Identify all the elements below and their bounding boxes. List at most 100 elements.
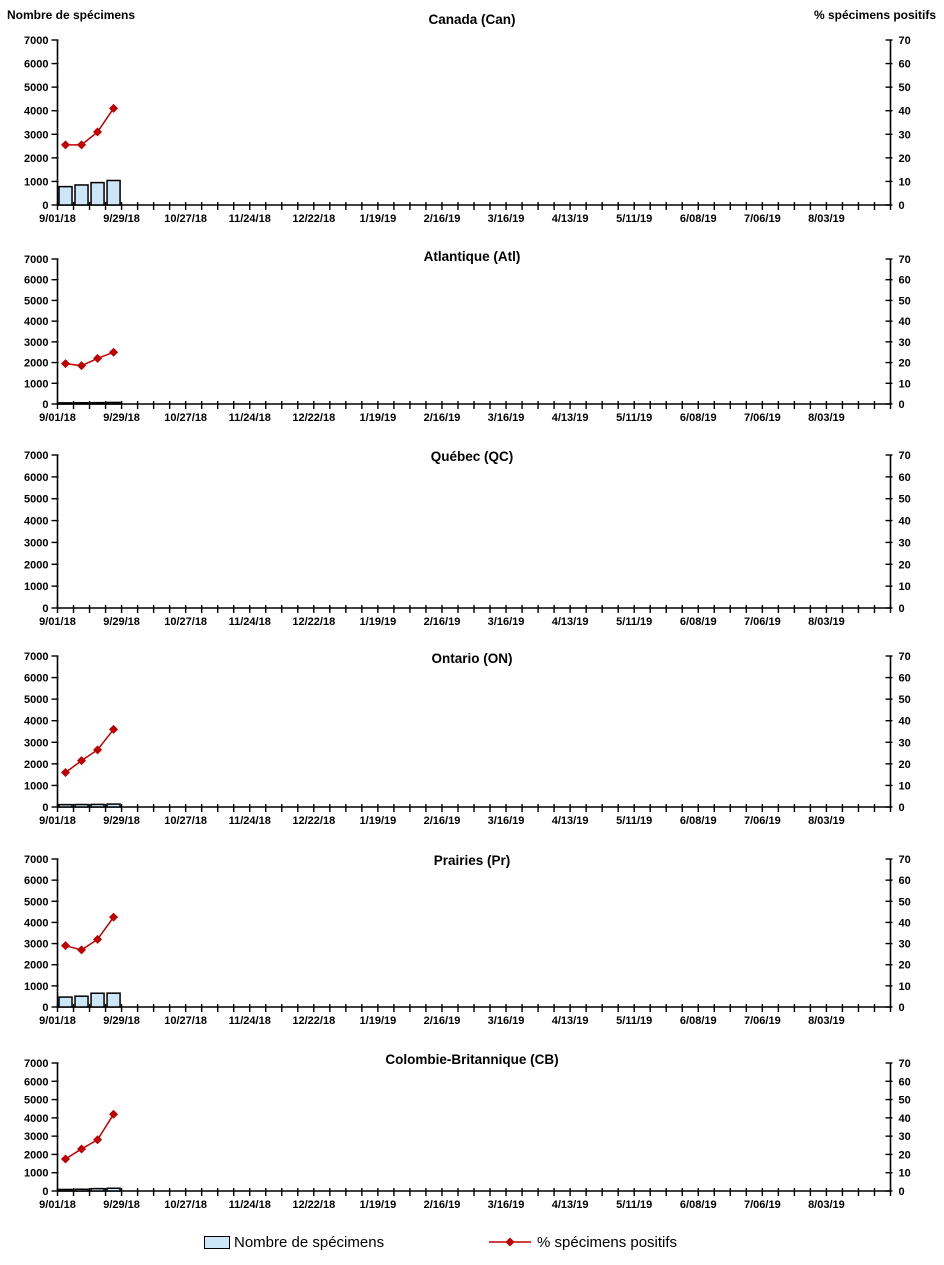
x-tick-label: 1/19/19 <box>360 1199 397 1211</box>
line-marker-icon <box>489 1237 531 1247</box>
right-tick-label: 50 <box>899 82 911 94</box>
x-tick-label: 10/27/18 <box>164 616 207 628</box>
right-tick-label: 70 <box>899 1058 911 1070</box>
specimen-bar <box>74 184 89 206</box>
specimen-bar <box>90 1187 105 1192</box>
left-tick-label: 7000 <box>24 450 48 462</box>
x-tick-label: 9/01/18 <box>39 1015 76 1027</box>
specimen-bar <box>58 996 73 1008</box>
legend-item-specimens: Nombre de spécimens <box>204 1231 384 1253</box>
right-tick-label: 20 <box>899 559 911 571</box>
specimen-bar <box>58 402 73 405</box>
specimen-bar <box>74 1188 89 1192</box>
left-tick-label: 7000 <box>24 1058 48 1070</box>
right-tick-label: 10 <box>899 1168 911 1180</box>
left-tick-label: 0 <box>42 399 48 411</box>
right-tick-label: 40 <box>899 516 911 528</box>
left-tick-label: 5000 <box>24 896 48 908</box>
left-tick-label: 3000 <box>24 1131 48 1143</box>
left-tick-label: 5000 <box>24 295 48 307</box>
left-tick-label: 3000 <box>24 129 48 141</box>
left-tick-label: 1000 <box>24 780 48 792</box>
x-tick-label: 11/24/18 <box>229 213 271 225</box>
positivity-marker <box>109 347 119 357</box>
left-tick-label: 6000 <box>24 59 48 71</box>
left-tick-label: 0 <box>42 802 48 814</box>
left-tick-label: 0 <box>42 1002 48 1014</box>
right-tick-label: 30 <box>899 129 911 141</box>
right-tick-label: 0 <box>899 200 905 212</box>
left-tick-label: 5000 <box>24 494 48 506</box>
x-tick-label: 9/29/18 <box>103 815 140 827</box>
positivity-marker <box>77 140 87 150</box>
x-tick-label: 2/16/19 <box>424 815 461 827</box>
right-tick-label: 0 <box>899 1002 905 1014</box>
x-tick-label: 9/01/18 <box>39 616 76 628</box>
x-tick-label: 9/29/18 <box>103 1015 140 1027</box>
x-tick-label: 5/11/19 <box>616 815 652 827</box>
positivity-marker <box>61 140 71 150</box>
right-tick-label: 40 <box>899 316 911 328</box>
specimen-bar <box>58 803 73 808</box>
x-tick-label: 4/13/19 <box>552 1199 589 1211</box>
x-tick-label: 11/24/18 <box>229 412 271 424</box>
x-tick-label: 8/03/19 <box>808 1015 845 1027</box>
specimen-bar <box>58 185 73 206</box>
x-tick-label: 7/06/19 <box>744 213 781 225</box>
right-tick-label: 0 <box>899 399 905 411</box>
x-tick-label: 7/06/19 <box>744 412 781 424</box>
left-tick-label: 6000 <box>24 673 48 685</box>
x-tick-label: 5/11/19 <box>616 1015 652 1027</box>
positivity-marker <box>109 103 119 113</box>
specimen-bar <box>90 181 105 206</box>
x-tick-label: 9/29/18 <box>103 412 140 424</box>
x-tick-label: 8/03/19 <box>808 1199 845 1211</box>
x-tick-label: 9/01/18 <box>39 815 76 827</box>
right-tick-label: 10 <box>899 981 911 993</box>
x-tick-label: 12/22/18 <box>292 616 335 628</box>
positivity-marker <box>61 1154 71 1164</box>
x-tick-label: 6/08/19 <box>680 1199 717 1211</box>
chart-prairies: 0 1000 2000 3000 4000 5000 6000 7000 0 10 20 30 40 50… <box>24 854 911 1027</box>
specimen-bar <box>106 992 121 1008</box>
right-tick-label: 40 <box>899 716 911 728</box>
right-tick-label: 0 <box>899 1186 905 1198</box>
x-tick-label: 8/03/19 <box>808 616 845 628</box>
positivity-line <box>65 916 115 951</box>
positivity-marker <box>93 934 103 944</box>
left-tick-label: 4000 <box>24 106 48 118</box>
chart-colombie-britannique: 0 1000 2000 3000 4000 5000 6000 7000 0 10 20 30 40 50… <box>24 1058 911 1211</box>
x-tick-label: 8/03/19 <box>808 815 845 827</box>
x-tick-label: 2/16/19 <box>424 1199 461 1211</box>
x-tick-label: 5/11/19 <box>616 412 652 424</box>
x-tick-label: 6/08/19 <box>680 1015 717 1027</box>
positivity-marker <box>61 767 71 777</box>
x-tick-label: 2/16/19 <box>424 616 461 628</box>
x-tick-label: 11/24/18 <box>229 1015 271 1027</box>
x-tick-label: 12/22/18 <box>292 1015 335 1027</box>
left-tick-label: 3000 <box>24 737 48 749</box>
right-tick-label: 50 <box>899 694 911 706</box>
x-tick-label: 6/08/19 <box>680 412 717 424</box>
left-tick-label: 4000 <box>24 316 48 328</box>
left-tick-label: 2000 <box>24 1149 48 1161</box>
x-tick-label: 5/11/19 <box>616 616 652 628</box>
positivity-marker <box>93 353 103 363</box>
x-tick-label: 4/13/19 <box>552 412 589 424</box>
positivity-marker <box>77 1144 87 1154</box>
x-tick-label: 6/08/19 <box>680 815 717 827</box>
x-tick-label: 10/27/18 <box>164 213 207 225</box>
x-tick-label: 6/08/19 <box>680 616 717 628</box>
x-tick-label: 3/16/19 <box>488 213 525 225</box>
right-tick-label: 10 <box>899 176 911 188</box>
x-tick-label: 11/24/18 <box>229 1199 271 1211</box>
bar-swatch-icon <box>204 1235 230 1249</box>
x-tick-label: 8/03/19 <box>808 412 845 424</box>
right-tick-label: 60 <box>899 472 911 484</box>
legend: Nombre de spécimens % spécimens positifs <box>0 1231 944 1257</box>
x-tick-label: 1/19/19 <box>360 213 397 225</box>
legend-line-label: % spécimens positifs <box>537 1233 678 1251</box>
right-tick-label: 50 <box>899 494 911 506</box>
